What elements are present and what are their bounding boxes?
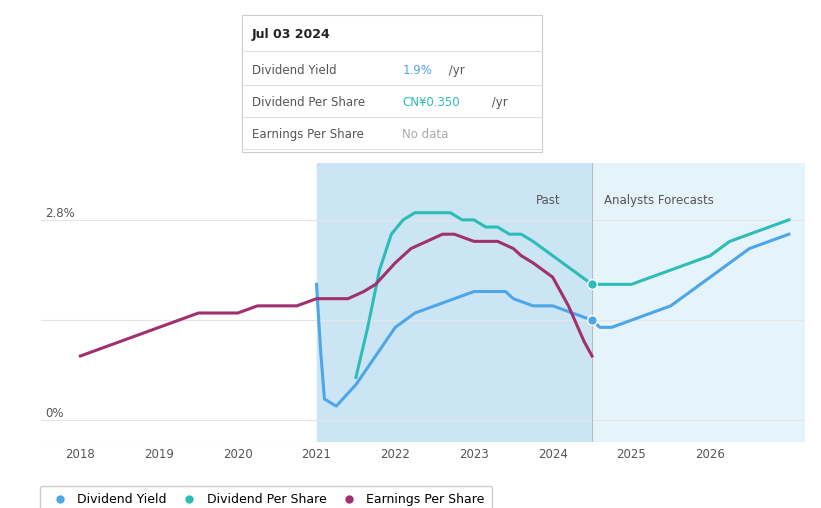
Text: No data: No data — [402, 128, 448, 141]
Text: 1.9%: 1.9% — [402, 64, 432, 77]
Text: /yr: /yr — [445, 64, 465, 77]
Text: CN¥0.350: CN¥0.350 — [402, 96, 460, 109]
Text: Analysts Forecasts: Analysts Forecasts — [604, 194, 713, 207]
Text: 0%: 0% — [45, 407, 63, 421]
Bar — [592, 163, 805, 442]
Text: Earnings Per Share: Earnings Per Share — [252, 128, 364, 141]
Text: Jul 03 2024: Jul 03 2024 — [252, 28, 331, 41]
Text: 2.8%: 2.8% — [45, 207, 75, 220]
Legend: Dividend Yield, Dividend Per Share, Earnings Per Share: Dividend Yield, Dividend Per Share, Earn… — [39, 486, 493, 508]
Bar — [317, 163, 592, 442]
Text: /yr: /yr — [488, 96, 507, 109]
Text: Dividend Yield: Dividend Yield — [252, 64, 337, 77]
Text: Dividend Per Share: Dividend Per Share — [252, 96, 365, 109]
Text: Past: Past — [536, 194, 561, 207]
